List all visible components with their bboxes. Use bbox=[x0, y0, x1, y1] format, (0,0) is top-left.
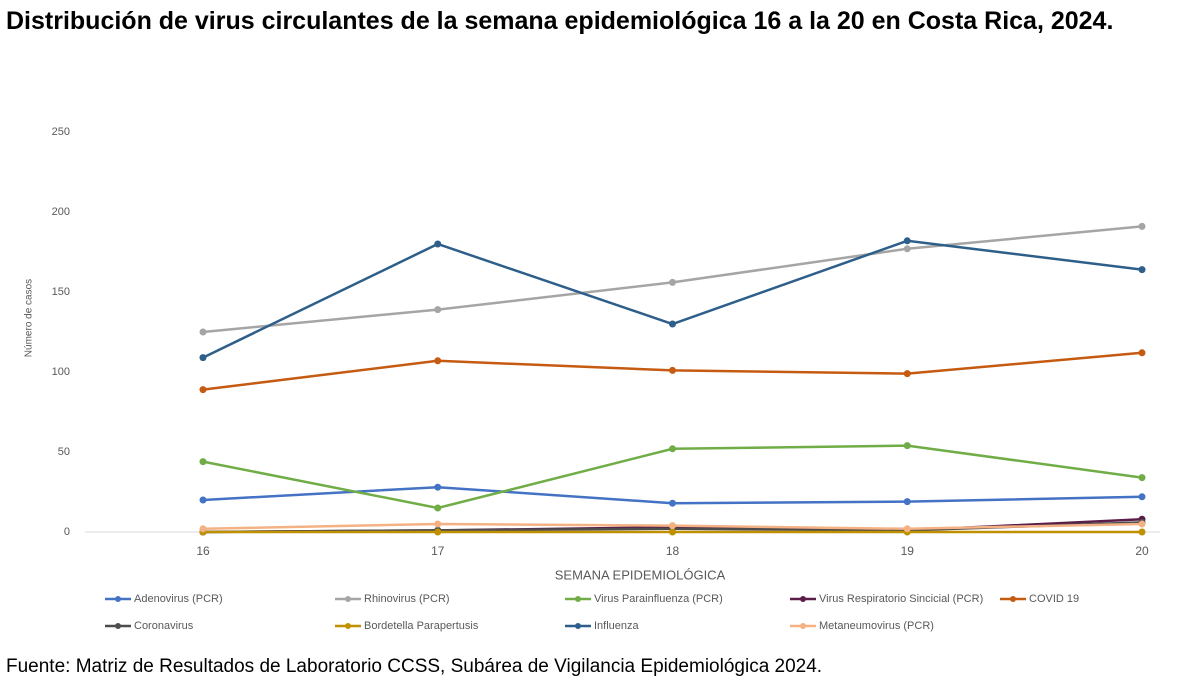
x-tick-label: 18 bbox=[666, 544, 680, 558]
data-point bbox=[1138, 474, 1146, 482]
data-point bbox=[434, 357, 442, 365]
data-point bbox=[1138, 528, 1146, 536]
x-tick-label: 19 bbox=[901, 544, 915, 558]
data-point bbox=[669, 499, 676, 507]
data-point bbox=[903, 237, 911, 245]
data-point bbox=[903, 370, 911, 378]
data-point bbox=[434, 240, 442, 248]
legend-label: Influenza bbox=[594, 620, 640, 632]
source-note: Fuente: Matriz de Resultados de Laborato… bbox=[6, 656, 823, 677]
x-tick-label: 20 bbox=[1135, 544, 1149, 558]
data-point bbox=[199, 525, 207, 533]
y-tick-label: 0 bbox=[64, 526, 70, 538]
data-point bbox=[669, 528, 676, 536]
legend-marker bbox=[575, 623, 581, 629]
y-axis-label: Número de casos bbox=[24, 279, 35, 357]
data-point bbox=[1138, 493, 1146, 501]
data-point bbox=[434, 306, 442, 314]
legend-marker bbox=[575, 596, 581, 602]
legend-marker bbox=[115, 596, 121, 602]
data-point bbox=[903, 498, 911, 506]
legend-label: Bordetella Parapertusis bbox=[364, 620, 479, 632]
data-point bbox=[434, 520, 442, 528]
data-point bbox=[669, 278, 676, 286]
legend-label: Metaneumovirus (PCR) bbox=[819, 620, 934, 632]
data-point bbox=[1138, 266, 1146, 274]
data-point bbox=[199, 354, 207, 362]
data-point bbox=[434, 483, 442, 491]
y-tick-label: 100 bbox=[52, 366, 70, 378]
chart-title: Distribución de virus circulantes de la … bbox=[6, 7, 1114, 35]
x-tick-label: 17 bbox=[431, 544, 445, 558]
y-tick-label: 50 bbox=[58, 446, 70, 458]
data-point bbox=[1138, 222, 1146, 230]
data-point bbox=[669, 445, 676, 453]
legend-marker bbox=[345, 623, 351, 629]
y-tick-label: 250 bbox=[52, 126, 70, 138]
x-axis-label: SEMANA EPIDEMIOLÓGICA bbox=[555, 567, 726, 582]
legend-label: Virus Parainfluenza (PCR) bbox=[594, 593, 723, 605]
data-point bbox=[669, 366, 676, 374]
data-point bbox=[199, 496, 207, 504]
data-point bbox=[434, 528, 442, 536]
data-point bbox=[1138, 520, 1146, 528]
data-point bbox=[903, 245, 911, 253]
legend-marker bbox=[800, 596, 806, 602]
y-tick-label: 150 bbox=[52, 286, 70, 298]
data-point bbox=[199, 328, 207, 336]
x-tick-label: 16 bbox=[196, 544, 210, 558]
legend-label: Adenovirus (PCR) bbox=[134, 593, 223, 605]
legend-marker bbox=[345, 596, 351, 602]
data-point bbox=[199, 458, 207, 466]
legend-label: Coronavirus bbox=[134, 620, 194, 632]
legend-marker bbox=[800, 623, 806, 629]
legend-marker bbox=[1010, 596, 1016, 602]
y-tick-label: 200 bbox=[52, 206, 70, 218]
data-point bbox=[903, 442, 911, 450]
data-point bbox=[669, 522, 676, 530]
legend-label: Virus Respiratorio Sincicial (PCR) bbox=[819, 593, 983, 605]
data-point bbox=[434, 504, 442, 512]
legend-marker bbox=[115, 623, 121, 629]
data-point bbox=[1138, 349, 1146, 357]
data-point bbox=[199, 386, 207, 394]
legend-label: COVID 19 bbox=[1029, 593, 1079, 605]
data-point bbox=[903, 525, 911, 533]
chart: Número de casos SEMANA EPIDEMIOLÓGICA 0 5… bbox=[24, 126, 1160, 632]
data-point bbox=[669, 320, 676, 328]
series-line bbox=[202, 239, 1143, 359]
legend-label: Rhinovirus (PCR) bbox=[364, 593, 450, 605]
